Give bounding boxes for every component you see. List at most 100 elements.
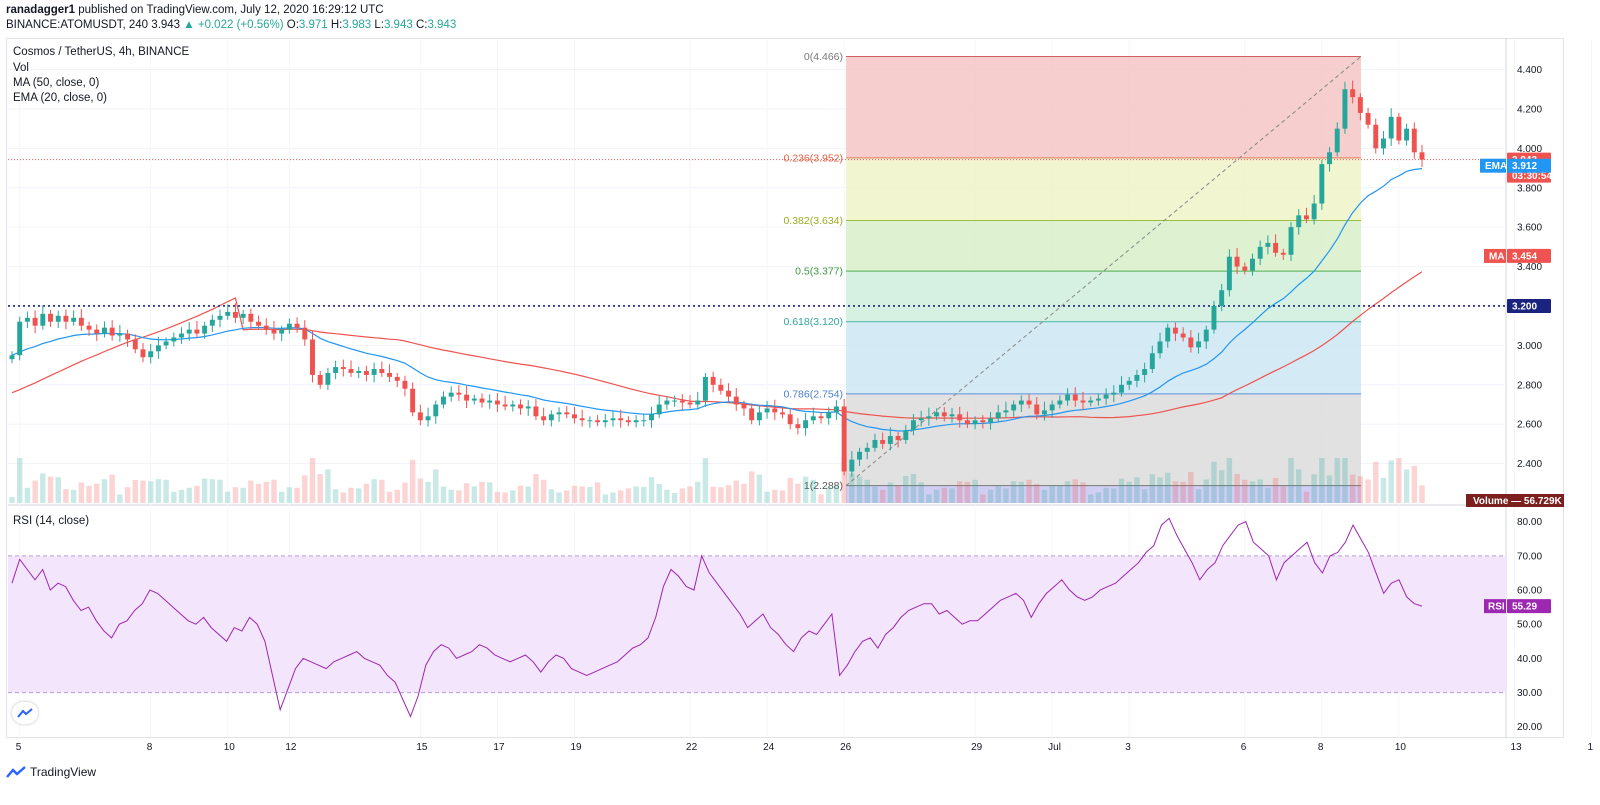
tradingview-logo-button[interactable]	[12, 702, 38, 724]
candle-body	[1180, 333, 1186, 338]
high-value: 3.983	[342, 19, 372, 31]
volume-bar	[1218, 470, 1225, 503]
volume-bar	[772, 489, 778, 503]
fib-zone	[846, 56, 1361, 158]
candle-body	[379, 369, 385, 373]
candle-body	[163, 341, 169, 346]
volume-bar	[779, 490, 786, 503]
candle-body	[995, 412, 1001, 419]
volume-bar	[764, 491, 770, 503]
volume-bar	[879, 489, 886, 503]
volume-bar	[1234, 474, 1240, 503]
volume-bar	[155, 479, 162, 503]
candle-body	[279, 329, 285, 334]
tradingview-icon	[6, 766, 26, 778]
rsi-value-tag: 55.29	[1512, 602, 1537, 613]
close-label: C:	[415, 19, 428, 31]
x-tick-label: 17	[493, 742, 505, 753]
ema-legend[interactable]: EMA (20, close, 0)	[13, 92, 107, 104]
ema-line	[11, 168, 1423, 432]
volume-bar	[1141, 489, 1148, 503]
volume-bar	[448, 489, 454, 503]
candle-body	[525, 406, 531, 409]
brand-footer: TradingView	[6, 765, 96, 779]
ma-legend[interactable]: MA (50, close, 0)	[13, 77, 100, 89]
candle-body	[1149, 353, 1155, 370]
candle-body	[887, 436, 893, 444]
x-tick-label: 24	[763, 742, 775, 753]
last-price: 3.943	[151, 19, 181, 31]
candle-body	[410, 388, 416, 413]
candle-body	[726, 390, 732, 397]
volume-bar	[1149, 474, 1156, 503]
volume-bar	[1365, 479, 1371, 503]
volume-bar	[456, 490, 462, 503]
volume-bar	[903, 476, 909, 503]
x-tick-label: 19	[570, 742, 582, 753]
volume-bar	[987, 489, 994, 503]
volume-bar	[617, 490, 624, 503]
low-value: 3.943	[383, 19, 413, 31]
candle-body	[833, 406, 839, 413]
candle-body	[17, 321, 23, 356]
volume-bar	[1303, 491, 1310, 503]
volume-bar	[679, 488, 686, 503]
chart-frame[interactable]	[6, 38, 1564, 738]
candle-body	[1065, 394, 1071, 401]
volume-bar	[194, 485, 200, 503]
volume-bar	[479, 481, 485, 503]
volume-bar	[109, 474, 115, 503]
volume-bars	[9, 458, 1425, 503]
volume-bar	[471, 486, 477, 503]
candle-body	[94, 329, 100, 334]
vol-legend[interactable]: Vol	[13, 62, 29, 74]
volume-bar	[248, 480, 254, 503]
volume-bar	[548, 489, 555, 503]
candle-body	[795, 424, 801, 429]
rsi-legend[interactable]: RSI (14, close)	[13, 515, 90, 527]
candle-body	[1242, 266, 1248, 271]
candle-body	[63, 315, 69, 322]
candle-body	[71, 317, 77, 322]
volume-bar	[710, 486, 716, 503]
candle-body	[194, 329, 200, 334]
candle-body	[1111, 392, 1117, 395]
volume-bar	[1342, 458, 1348, 503]
volume-bar	[510, 490, 516, 503]
candle-body	[1234, 256, 1240, 267]
candle-body	[55, 315, 61, 322]
volume-bar	[1334, 458, 1340, 503]
volume-bar	[841, 458, 847, 503]
fib-level-label: 0(4.466)	[804, 51, 843, 63]
volume-bar	[995, 485, 1001, 503]
volume-bar	[386, 491, 393, 503]
volume-bar	[1326, 475, 1333, 503]
candle-body	[1211, 305, 1217, 330]
volume-bar	[417, 478, 424, 503]
candle-body	[941, 412, 947, 417]
volume-bar	[633, 486, 639, 503]
tradingview-icon	[17, 708, 33, 718]
volume-bar	[409, 459, 416, 503]
candle-body	[217, 315, 223, 320]
candle-body	[348, 369, 354, 373]
ema-label: EMA	[1485, 161, 1507, 172]
volume-tag-bg	[1466, 494, 1564, 507]
y-tick-label: 3.600	[1517, 223, 1542, 234]
volume-bar	[1311, 474, 1317, 503]
volume-bar	[502, 492, 508, 503]
volume-bar	[332, 489, 339, 503]
volume-bar	[1072, 479, 1078, 503]
volume-bar	[286, 487, 293, 503]
volume-bar	[571, 485, 578, 503]
volume-bar	[1049, 485, 1055, 503]
candle-body	[479, 398, 485, 403]
ohlc-bar: BINANCE:ATOMUSDT, 240 3.943 ▲ +0.022 (+0…	[6, 19, 456, 32]
volume-bar	[317, 474, 323, 503]
candle-body	[664, 400, 670, 405]
volume-bar	[810, 479, 817, 503]
volume-bar	[949, 488, 955, 503]
volume-bar	[1087, 494, 1094, 503]
volume-bar	[63, 489, 69, 503]
